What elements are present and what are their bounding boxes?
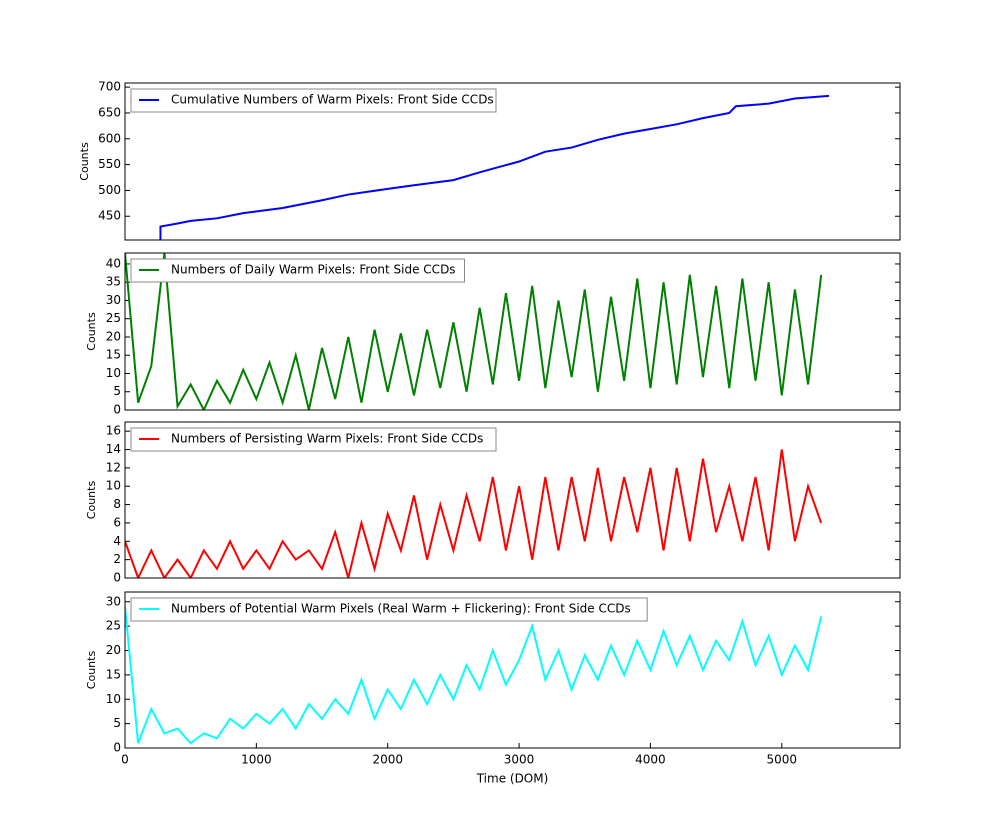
y-tick-label: 550: [98, 157, 121, 171]
legend-label: Cumulative Numbers of Warm Pixels: Front…: [171, 93, 494, 107]
y-tick-label: 8: [113, 497, 121, 511]
y-axis-label: Counts: [85, 651, 98, 690]
legend-box: [130, 258, 465, 283]
data-line: [125, 253, 823, 410]
y-tick-label: 0: [113, 571, 121, 585]
y-axis-label: Counts: [85, 312, 98, 351]
axes-frame: [124, 421, 901, 579]
legend-box: [130, 88, 497, 113]
y-tick-label: 16: [106, 424, 121, 438]
legend-label: Numbers of Persisting Warm Pixels: Front…: [171, 432, 483, 446]
y-tick-label: 10: [106, 366, 121, 380]
legend-box: [130, 597, 648, 622]
y-tick-label: 5: [113, 716, 121, 730]
y-tick-label: 4: [113, 534, 121, 548]
y-tick-label: 0: [113, 741, 121, 755]
legend-label: Numbers of Potential Warm Pixels (Real W…: [171, 602, 631, 616]
data-line: [125, 606, 823, 745]
axes-frame: [124, 252, 901, 411]
x-tick-label: 1000: [241, 753, 272, 767]
data-line: [125, 449, 823, 578]
y-tick-label: 700: [98, 80, 121, 94]
y-tick-label: 5: [113, 384, 121, 398]
y-tick-label: 6: [113, 515, 121, 529]
y-tick-label: 600: [98, 131, 121, 145]
y-tick-label: 0: [113, 403, 121, 417]
y-tick-label: 500: [98, 183, 121, 197]
axes-frame: [124, 591, 901, 749]
x-tick-label: 0: [121, 753, 129, 767]
y-tick-label: 10: [106, 479, 121, 493]
x-tick-label: 2000: [372, 753, 403, 767]
y-axis-label: Counts: [78, 142, 91, 181]
y-tick-label: 15: [106, 667, 121, 681]
x-axis-label: Time (DOM): [476, 772, 549, 786]
y-tick-label: 30: [106, 293, 121, 307]
y-tick-label: 40: [106, 256, 121, 270]
y-tick-label: 650: [98, 105, 121, 119]
data-line: [159, 94, 830, 240]
x-tick-label: 4000: [635, 753, 666, 767]
x-tick-label: 5000: [767, 753, 798, 767]
y-tick-label: 14: [106, 442, 121, 456]
y-tick-label: 15: [106, 348, 121, 362]
y-axis-label: Counts: [85, 481, 98, 520]
y-tick-label: 10: [106, 692, 121, 706]
y-tick-label: 35: [106, 275, 121, 289]
y-tick-label: 20: [106, 643, 121, 657]
legend-box: [130, 427, 497, 452]
y-tick-label: 30: [106, 594, 121, 608]
x-tick-label: 3000: [504, 753, 535, 767]
y-tick-label: 450: [98, 209, 121, 223]
y-tick-label: 20: [106, 329, 121, 343]
y-tick-label: 2: [113, 552, 121, 566]
y-tick-label: 25: [106, 619, 121, 633]
axes-frame: [124, 82, 901, 241]
legend-label: Numbers of Daily Warm Pixels: Front Side…: [171, 263, 456, 277]
y-tick-label: 12: [106, 460, 121, 474]
y-tick-label: 25: [106, 311, 121, 325]
